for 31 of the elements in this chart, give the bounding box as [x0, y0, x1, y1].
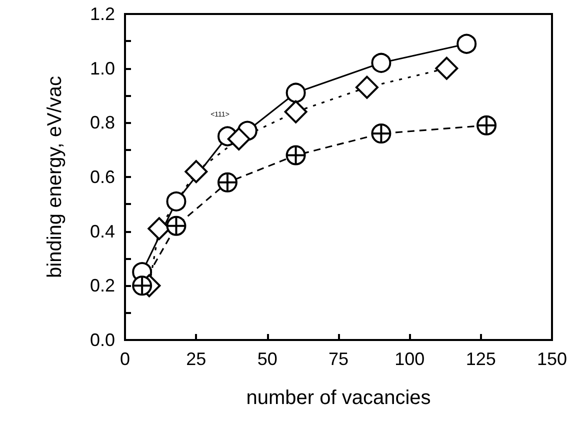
point: [286, 145, 306, 166]
y-tick-label: 0.0: [90, 330, 115, 350]
point: [166, 216, 186, 236]
y-tick-label: 1.0: [90, 58, 115, 78]
x-axis-title: number of vacancies: [246, 387, 431, 409]
y-tick-label: 0.6: [90, 167, 115, 187]
point: [456, 34, 477, 54]
y-tick-label: 0.4: [90, 221, 115, 242]
point: [286, 82, 306, 103]
x-tick-label: 125: [466, 349, 496, 369]
point: [166, 191, 186, 212]
y-tick-label: 1.2: [90, 4, 115, 24]
point: [184, 160, 208, 184]
point: [371, 124, 392, 144]
x-tick-label: 150: [536, 349, 568, 369]
y-tick-label: 0.2: [90, 276, 115, 296]
x-tick-label: 50: [257, 349, 278, 369]
point: [371, 52, 392, 73]
point: [227, 127, 250, 150]
x-tick-label: 0: [120, 349, 130, 369]
y-tick-label: 0.8: [90, 112, 115, 133]
x-tick-label: 25: [186, 349, 206, 369]
point: [435, 56, 458, 80]
point: [284, 100, 308, 124]
x-tick-label: 100: [394, 349, 425, 369]
y-axis-title: binding energy, eV/vac: [44, 76, 66, 278]
point: [217, 172, 238, 192]
point: [132, 276, 152, 296]
x-tick-label: 75: [328, 349, 349, 369]
point: [355, 76, 378, 99]
point: [476, 115, 497, 136]
